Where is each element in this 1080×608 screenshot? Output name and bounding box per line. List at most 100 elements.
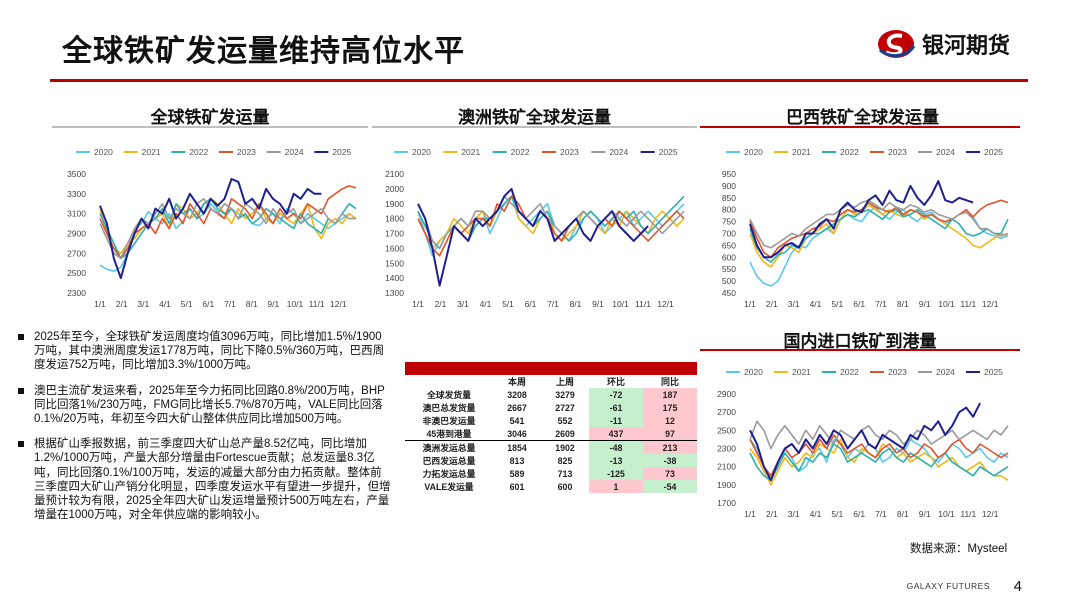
legend-label: 2020 <box>412 147 431 157</box>
x-tick-label: 4/1 <box>810 509 822 519</box>
y-tick-label: 1800 <box>385 214 404 224</box>
y-tick-label: 1700 <box>717 498 736 508</box>
x-tick-label: 3/1 <box>788 299 800 309</box>
legend-label: 2021 <box>792 367 811 377</box>
previous-week: 3279 <box>555 389 575 400</box>
title-divider <box>50 79 1028 82</box>
bullet-point: 澳巴主流矿发运来看，2025年至今力拓同比回路0.8%/200万吨，BHP同比回… <box>18 384 393 427</box>
row-label: 巴西发运总量 <box>422 456 476 466</box>
series-line-2023 <box>749 434 1009 477</box>
current-week: 3046 <box>507 428 527 439</box>
previous-week: 2609 <box>555 428 575 439</box>
x-tick-label: 4/1 <box>480 299 492 309</box>
series-line-2024 <box>749 199 1009 249</box>
legend-label: 2023 <box>237 147 256 157</box>
brand-logo: 银河期货 <box>876 28 1010 60</box>
x-tick-label: 9/1 <box>919 509 931 519</box>
table-header: 环比 <box>606 377 625 387</box>
page-title: 全球铁矿发运量维持高位水平 <box>62 35 465 68</box>
series-line-2020 <box>749 438 1009 477</box>
previous-week: 1902 <box>541 440 589 454</box>
y-tick-label: 2700 <box>717 407 736 417</box>
previous-week: 825 <box>557 455 573 466</box>
bullet-square-icon <box>18 441 24 448</box>
row-label: VALE发运量 <box>424 482 474 492</box>
legend-label: 2024 <box>609 147 628 157</box>
y-tick-label: 2300 <box>67 288 86 298</box>
year-over-year: -38 <box>643 454 697 467</box>
y-tick-label: 800 <box>722 205 736 215</box>
x-tick-label: 3/1 <box>457 299 469 309</box>
chart-title-rule <box>372 126 697 128</box>
y-tick-label: 2900 <box>67 229 86 239</box>
legend-label: 2024 <box>285 147 304 157</box>
row-label: 非澳巴发运量 <box>422 416 476 426</box>
chart-brazil: 2020 2021 2022 2023 2024 2025 950 900 850 800 750 7… <box>722 147 1009 309</box>
footer-company: GALAXY FUTURES <box>906 581 990 591</box>
table-header: 上周 <box>555 377 574 387</box>
legend-label: 2020 <box>744 367 763 377</box>
bullet-point: 根据矿山季报数据，前三季度四大矿山总产量8.52亿吨，同比增加1.2%/1000… <box>18 437 393 522</box>
bullet-square-icon <box>18 387 24 394</box>
row-label: 澳巴总发货量 <box>422 403 476 413</box>
series-line-2023 <box>749 199 1009 259</box>
year-over-year: -54 <box>643 480 697 493</box>
x-tick-label: 5/1 <box>181 299 193 309</box>
week-over-week: 1 <box>589 480 643 493</box>
chart-australia: 2020 2021 2022 2023 2024 2025 2100 2000 1900 1800… <box>385 147 685 309</box>
page-number: 4 <box>1013 578 1022 595</box>
row-label: 45港到港量 <box>426 429 472 439</box>
table-row: 澳洲发运总量 1854 1902 -48 213 <box>405 440 697 454</box>
y-tick-label: 1900 <box>717 480 736 490</box>
table-row: 全球发货量 3208 3279 -72 187 <box>405 388 697 401</box>
x-tick-label: 2/1 <box>766 299 778 309</box>
table-header: 本周 <box>507 377 526 387</box>
week-over-week: 437 <box>589 427 643 441</box>
y-tick-label: 650 <box>722 240 736 250</box>
x-tick-label: 1/1 <box>744 509 756 519</box>
week-over-week: -72 <box>589 388 643 401</box>
y-tick-label: 2100 <box>385 169 404 179</box>
y-tick-label: 3100 <box>67 209 86 219</box>
year-over-year: 97 <box>643 427 697 441</box>
bullet-point: 2025年至今，全球铁矿发运周度均值3096万吨，同比增加1.5%/1900万吨… <box>18 330 393 373</box>
x-tick-label: 5/1 <box>831 509 843 519</box>
y-tick-label: 2700 <box>67 248 86 258</box>
chart-arrivals: 2020 2021 2022 2023 2024 2025 2900 2700 2500 2300… <box>717 367 1009 519</box>
previous-week: 600 <box>557 481 573 492</box>
row-label: 力拓发运总量 <box>422 469 476 479</box>
year-over-year: 12 <box>643 414 697 427</box>
series-line-2023 <box>417 195 685 257</box>
x-tick-label: 12/1 <box>330 299 347 309</box>
current-week: 3208 <box>507 389 527 400</box>
chart-title-australia: 澳洲铁矿全球发运量 <box>458 108 611 127</box>
y-tick-label: 1600 <box>385 243 404 253</box>
series-line-2024 <box>417 195 685 250</box>
legend-label: 2025 <box>332 147 351 157</box>
previous-week: 713 <box>557 468 573 479</box>
year-over-year: 213 <box>643 440 697 454</box>
series-line-2025 <box>99 178 322 280</box>
x-tick-label: 7/1 <box>875 299 887 309</box>
legend-label: 2020 <box>94 147 113 157</box>
legend-label: 2024 <box>936 147 955 157</box>
table-header: 同比 <box>660 377 679 387</box>
legend-label: 2020 <box>744 147 763 157</box>
chart-title-brazil: 巴西铁矿全球发运量 <box>786 108 939 127</box>
chart-title-rule <box>700 126 1020 128</box>
x-tick-label: 2/1 <box>116 299 128 309</box>
legend-label: 2024 <box>936 367 955 377</box>
x-tick-label: 1/1 <box>744 299 756 309</box>
y-tick-label: 2100 <box>717 462 736 472</box>
x-tick-label: 3/1 <box>788 509 800 519</box>
x-tick-label: 9/1 <box>919 299 931 309</box>
y-tick-label: 700 <box>722 229 736 239</box>
legend-label: 2021 <box>461 147 480 157</box>
y-tick-label: 2300 <box>717 444 736 454</box>
current-week: 589 <box>509 468 525 479</box>
y-tick-label: 2900 <box>717 389 736 399</box>
y-tick-label: 3500 <box>67 169 86 179</box>
table-row: 巴西发运总量 813 825 -13 -38 <box>405 454 697 467</box>
chart-title-rule <box>52 126 368 128</box>
table-row: 45港到港量 3046 2609 437 97 <box>405 427 697 441</box>
